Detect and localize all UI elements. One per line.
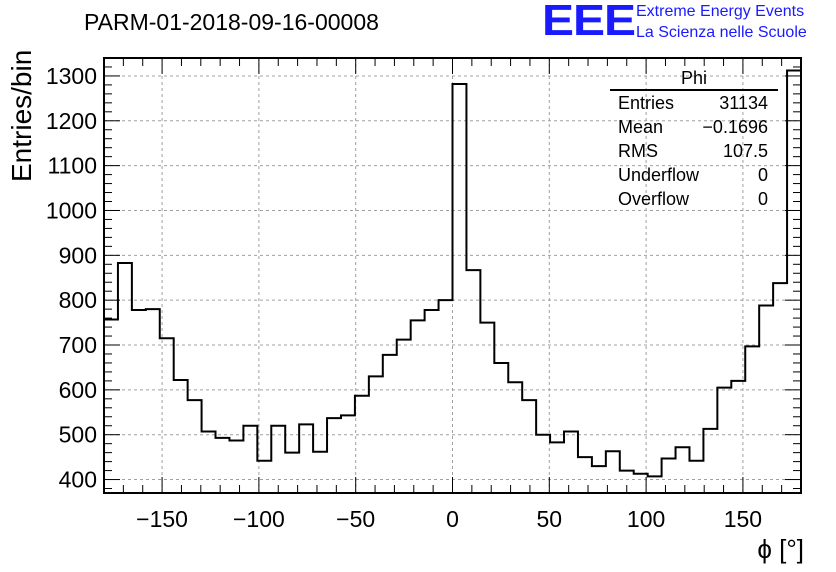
histogram-bin: [522, 400, 536, 493]
histogram-bin: [202, 432, 216, 493]
stats-value: −0.1696: [702, 117, 768, 137]
histogram-bin: [717, 388, 731, 493]
logo-subtitle-1: Extreme Energy Events: [636, 3, 805, 20]
histogram-bin: [285, 453, 299, 493]
y-tick-label: 600: [59, 377, 97, 403]
y-tick-label: 500: [59, 422, 97, 448]
histogram-bin: [508, 382, 522, 493]
eee-logo: EEE: [542, 0, 636, 45]
stats-value: 107.5: [722, 141, 768, 161]
histogram-bin: [592, 466, 606, 493]
histogram-bin: [466, 270, 480, 493]
histogram-bin: [188, 400, 202, 493]
histogram-bin: [160, 338, 174, 493]
histogram-bin: [773, 283, 787, 493]
axis-ticks: [103, 57, 802, 493]
x-tick-labels: −150 −100 −50 0 50 100 150: [136, 506, 762, 532]
histogram-bin: [341, 415, 355, 493]
stats-label: Overflow: [618, 189, 690, 209]
logo-subtitle-2: La Scienza nelle Scuole: [636, 24, 807, 41]
stats-row-rms: RMS 107.5: [610, 139, 778, 163]
x-tick-label: −50: [336, 506, 375, 532]
stats-label: Entries: [618, 93, 675, 113]
x-tick-label: −150: [136, 506, 188, 532]
y-tick-label: 1300: [46, 63, 97, 89]
histogram-bin: [118, 263, 132, 493]
histogram-bin: [397, 340, 411, 493]
stats-value: 0: [757, 165, 768, 185]
histogram-bin: [216, 438, 230, 493]
x-tick-label: 100: [627, 506, 665, 532]
histogram-bin: [229, 441, 243, 493]
histogram-bin: [425, 310, 439, 493]
stats-label: RMS: [618, 141, 658, 161]
histogram-bin: [299, 424, 313, 493]
histogram-bin: [676, 447, 690, 493]
histogram-bin: [578, 457, 592, 493]
histogram-bin: [494, 363, 508, 493]
y-tick-label: 400: [59, 467, 97, 493]
stats-row-overflow: Overflow 0: [610, 187, 778, 211]
histogram-bin: [174, 380, 188, 493]
histogram-bin: [369, 376, 383, 493]
histogram-bin: [550, 442, 564, 493]
histogram-bin: [480, 323, 494, 493]
stats-value: 31134: [719, 93, 768, 113]
histogram-bin: [564, 432, 578, 493]
histogram-bin: [411, 320, 425, 493]
histogram-bin: [104, 319, 118, 493]
histogram-bin: [759, 306, 773, 493]
y-axis-label: Entries/bin: [6, 49, 37, 182]
histogram-bin: [648, 476, 662, 493]
histogram-bin: [313, 452, 327, 493]
x-axis-label: ϕ [°]: [757, 534, 804, 564]
y-tick-label: 900: [59, 242, 97, 268]
stats-value: 0: [757, 189, 768, 209]
y-tick-label: 1000: [46, 197, 97, 223]
histogram-bin: [620, 471, 634, 493]
stats-label: Underflow: [618, 165, 700, 185]
histogram-bin: [439, 300, 453, 493]
plot-title: PARM-01-2018-09-16-00008: [84, 9, 379, 35]
histogram-bin: [146, 309, 160, 493]
y-tick-label: 1200: [46, 108, 97, 134]
y-tick-label: 1100: [48, 153, 97, 179]
stats-row-underflow: Underflow 0: [610, 163, 778, 187]
histogram-bin: [787, 71, 801, 493]
x-tick-label: 150: [724, 506, 762, 532]
histogram-bin: [689, 461, 703, 493]
histogram-bin: [132, 310, 146, 493]
histogram-bin: [257, 461, 271, 493]
histogram-outline: [104, 69, 801, 478]
histogram-bin: [355, 396, 369, 493]
histogram-bin: [731, 381, 745, 493]
histogram-bin: [536, 435, 550, 493]
histogram-bin: [745, 346, 759, 493]
histogram-bin: [383, 355, 397, 493]
histogram-bin: [606, 451, 620, 493]
x-tick-label: −100: [233, 506, 285, 532]
x-tick-label: 0: [446, 506, 459, 532]
stats-row-entries: Entries 31134: [610, 91, 778, 115]
y-tick-label: 800: [59, 287, 97, 313]
stats-box: Phi Entries 31134 Mean −0.1696 RMS 107.5…: [610, 68, 778, 211]
histogram-bin: [243, 426, 257, 493]
stats-row-mean: Mean −0.1696: [610, 115, 778, 139]
x-tick-label: 50: [537, 506, 563, 532]
histogram-bin: [634, 474, 648, 493]
histogram-bin: [662, 458, 676, 493]
stats-title: Phi: [610, 68, 778, 91]
y-tick-label: 700: [59, 332, 97, 358]
histogram-bin: [271, 426, 285, 493]
y-tick-labels: 400 500 600 700 800 900 1000 1100 1200 1300: [46, 63, 97, 493]
stats-label: Mean: [618, 117, 664, 137]
histogram-bin: [453, 84, 467, 493]
histogram-bin: [327, 418, 341, 493]
histogram-bin: [703, 429, 717, 493]
